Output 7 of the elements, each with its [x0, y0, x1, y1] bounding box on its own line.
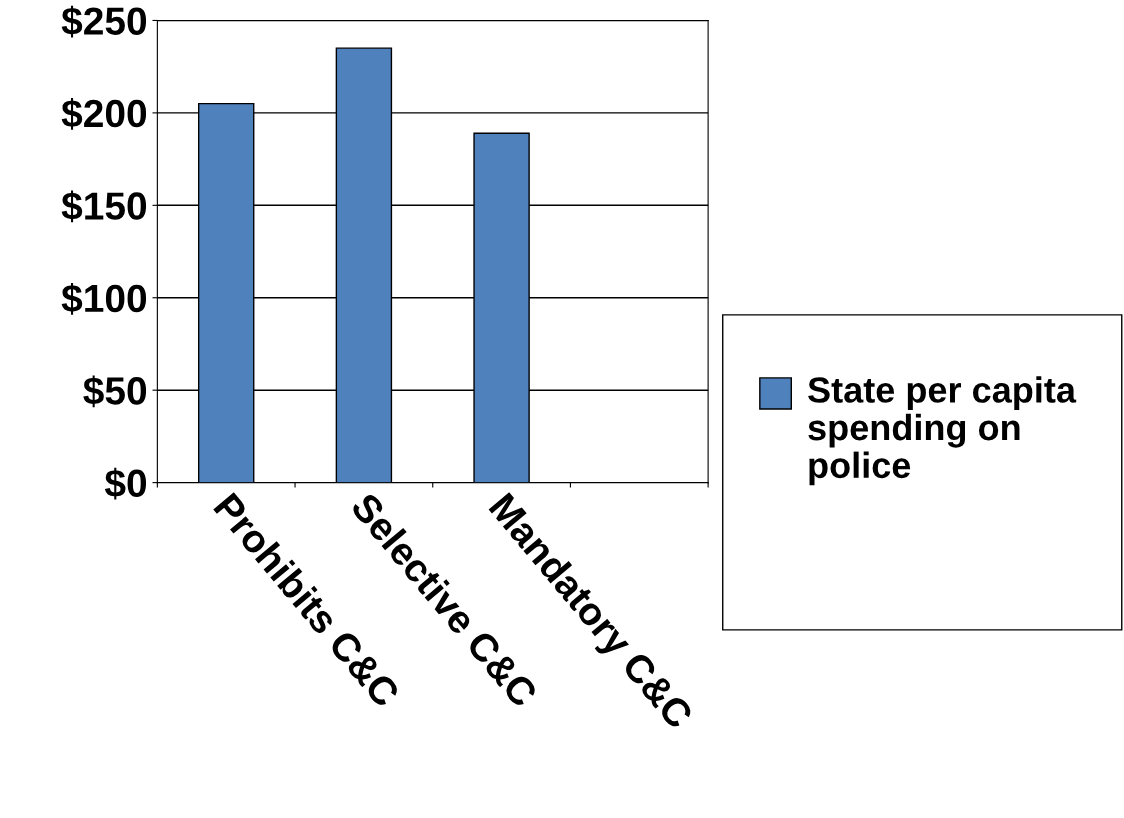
legend-label: State per capita spending on police: [808, 376, 1077, 486]
y-tick-label: $0: [104, 467, 147, 500]
y-tick-label: $200: [61, 98, 147, 130]
y-tick-label: $150: [61, 190, 147, 223]
y-tick-label: $100: [61, 282, 147, 315]
y-tick-label: $50: [83, 375, 147, 408]
y-tick-label: $250: [61, 5, 147, 38]
